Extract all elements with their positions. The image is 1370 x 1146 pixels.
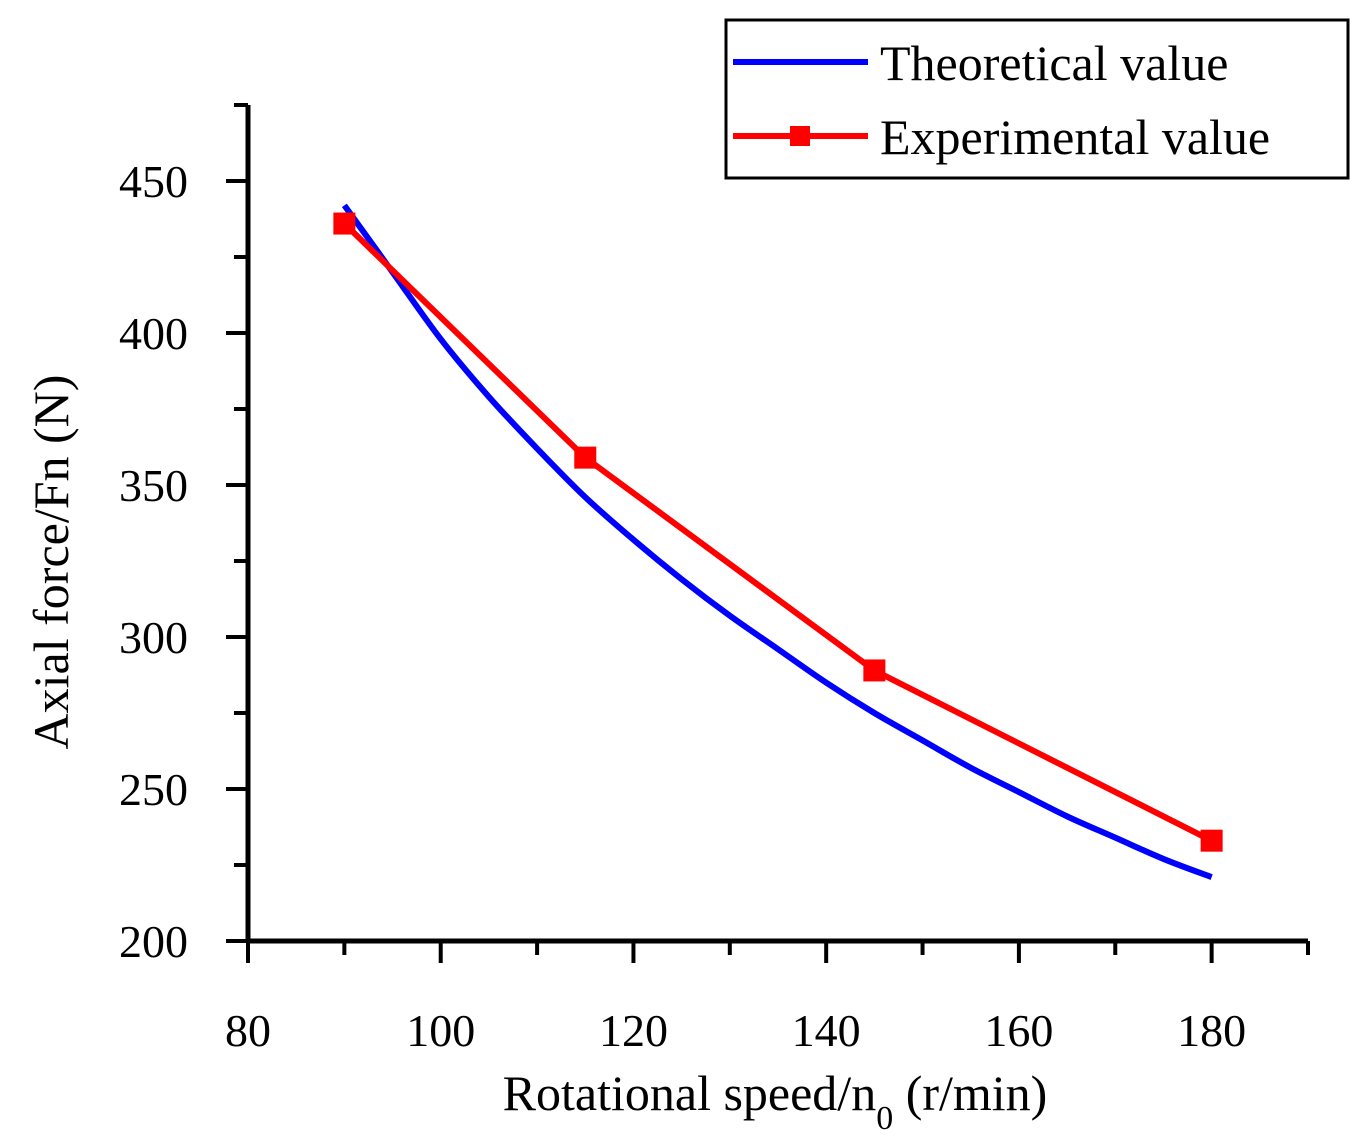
legend: Theoretical value Experimental value [724, 18, 1350, 180]
x-tick-label: 180 [1177, 1005, 1246, 1056]
y-tick-label: 250 [119, 764, 188, 815]
experimental-point-marker [863, 659, 886, 682]
experimental-point-marker [1200, 829, 1223, 852]
experimental-point-marker [574, 446, 597, 469]
series-line-experimental [342, 221, 1213, 844]
series-layer [333, 203, 1223, 880]
y-tick-label: 450 [119, 156, 188, 207]
y-tick-label: 400 [119, 308, 188, 359]
y-tick-label: 200 [119, 916, 188, 967]
series-line-theoretical [341, 203, 1213, 880]
x-tick-label: 100 [406, 1005, 475, 1056]
legend-label-experimental: Experimental value [880, 109, 1270, 165]
x-axis-label: Rotational speed/n0 (r/min) [503, 1065, 1048, 1137]
x-tick-label: 120 [599, 1005, 668, 1056]
x-tick-label: 80 [225, 1005, 271, 1056]
legend-label-theoretical: Theoretical value [880, 35, 1228, 91]
legend-marker-experimental [790, 126, 810, 146]
x-tick-label: 140 [792, 1005, 861, 1056]
experimental-point-marker [333, 212, 356, 235]
legend-box [724, 18, 1350, 180]
x-axis-label-subscript: 0 [876, 1100, 893, 1137]
y-tick-label: 350 [119, 460, 188, 511]
x-tick-label: 160 [984, 1005, 1053, 1056]
y-tick-label: 300 [119, 612, 188, 663]
y-axis-label: Axial force/Fn (N) [23, 375, 79, 750]
axes: 80 100 120 140 160 180 200 250 300 350 400 450 [119, 103, 1310, 1056]
